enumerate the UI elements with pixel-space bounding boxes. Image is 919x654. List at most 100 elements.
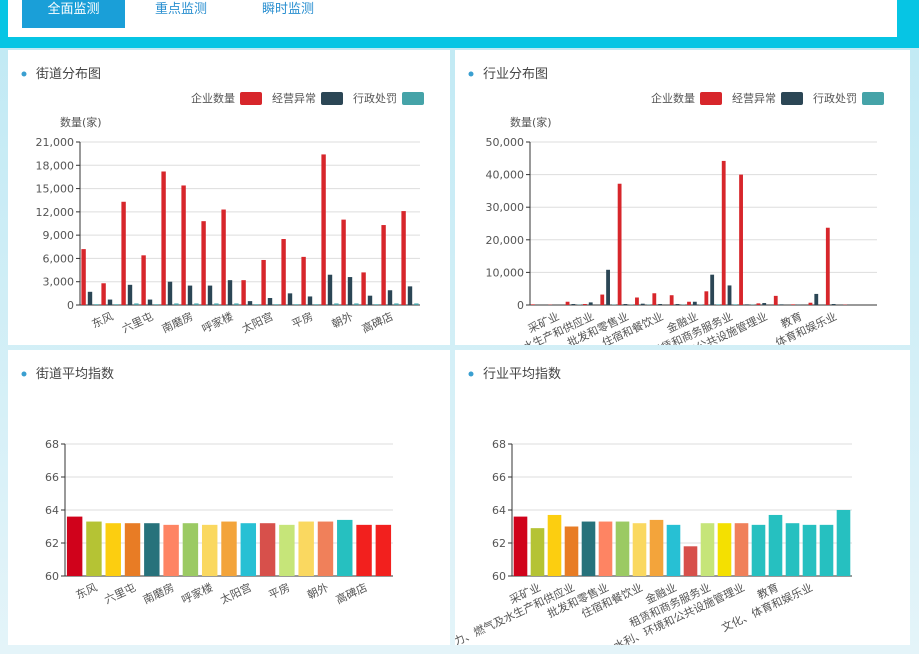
y-tick-label: 20,000 xyxy=(486,234,525,247)
top-bar: 全面监测 重点监测 瞬时监测 xyxy=(0,0,919,48)
bar xyxy=(617,183,622,305)
bar xyxy=(606,269,610,305)
bar xyxy=(513,516,528,576)
bar xyxy=(831,304,836,305)
bar xyxy=(207,285,213,305)
bar xyxy=(704,291,709,305)
bar xyxy=(717,523,732,576)
bar xyxy=(144,523,160,576)
legend-label: 经营异常 xyxy=(272,91,316,105)
y-tick-label: 6,000 xyxy=(43,252,75,265)
bar xyxy=(234,303,239,305)
chart-title: 街道平均指数 xyxy=(36,367,114,382)
bar xyxy=(401,211,406,305)
bar xyxy=(666,524,681,576)
bar xyxy=(721,160,726,305)
panel: 行业平均指数 60 62 64 66 68 采矿业 电力、热力、燃气及水生产和供应业 批发和零售… xyxy=(411,350,910,654)
y-tick-label: 21,000 xyxy=(36,136,75,149)
x-tick-label: 朝外 xyxy=(330,310,355,331)
bar xyxy=(334,303,339,305)
legend-swatch xyxy=(700,92,722,105)
panel: 街道平均指数 60 62 64 66 68 东风 六里屯 南磨房 呼家楼 太阳宫 平房 朝外 高碑店 xyxy=(8,350,450,645)
bar xyxy=(710,274,715,305)
x-tick-label: 高碑店 xyxy=(359,309,395,336)
bar xyxy=(105,523,121,576)
bar xyxy=(254,304,259,305)
chart: 行业平均指数6062646668采矿业电力、热力、燃气及水生产和供应业批发和零售… xyxy=(411,367,852,654)
chart-title: 街道分布图 xyxy=(36,67,101,82)
bar xyxy=(814,293,819,305)
bar xyxy=(598,521,613,576)
x-tick-label: 平房 xyxy=(290,310,315,331)
bar xyxy=(167,281,173,305)
x-tick-label: 东风 xyxy=(90,310,115,331)
bar xyxy=(635,297,639,305)
legend-swatch xyxy=(862,92,884,105)
tab[interactable]: 重点监测 xyxy=(154,2,207,17)
bar xyxy=(214,303,219,305)
chart: 行业分布图 0 10,000 20,000 30,000 40,000 50,000 数量(家… xyxy=(431,67,884,396)
bar xyxy=(87,291,93,305)
bar xyxy=(294,304,299,305)
bar xyxy=(314,304,319,305)
bar xyxy=(530,304,535,305)
bar xyxy=(134,303,139,305)
bar xyxy=(341,219,346,305)
x-tick-label: 南磨房 xyxy=(141,581,176,607)
bar xyxy=(259,523,276,576)
bar xyxy=(94,304,99,305)
tab[interactable]: 全面监测 xyxy=(22,0,125,28)
bar xyxy=(174,303,179,305)
bar xyxy=(700,523,715,576)
bar xyxy=(687,301,691,305)
bar xyxy=(615,521,630,576)
y-tick-label: 62 xyxy=(45,537,59,550)
y-tick-label: 60 xyxy=(45,570,59,583)
bar xyxy=(414,303,419,305)
bar xyxy=(337,519,353,576)
y-tick-label: 40,000 xyxy=(486,169,525,182)
bar xyxy=(588,302,593,305)
y-tick-label: 30,000 xyxy=(486,201,525,214)
tab[interactable]: 瞬时监测 xyxy=(261,2,314,17)
bar xyxy=(301,256,306,305)
bar xyxy=(194,303,199,305)
y-axis-label: 数量(家) xyxy=(60,115,102,129)
bar xyxy=(101,283,106,305)
y-tick-label: 15,000 xyxy=(36,183,75,196)
y-tick-label: 0 xyxy=(67,299,74,312)
bar xyxy=(66,516,83,576)
title-dot xyxy=(21,371,27,377)
bar xyxy=(287,293,293,305)
bar xyxy=(785,523,800,576)
bar xyxy=(317,521,334,576)
bar xyxy=(374,304,379,305)
bar xyxy=(267,298,273,305)
y-tick-label: 10,000 xyxy=(486,266,525,279)
y-tick-label: 64 xyxy=(45,504,59,517)
bar xyxy=(354,303,359,305)
bar xyxy=(756,303,761,305)
y-tick-label: 66 xyxy=(45,471,59,484)
bar xyxy=(114,304,119,305)
legend-label: 企业数量 xyxy=(191,91,235,105)
bar xyxy=(658,304,663,305)
legend-label: 行政处罚 xyxy=(813,91,857,105)
bar xyxy=(582,304,587,305)
bar xyxy=(779,304,784,305)
x-tick-label: 平房 xyxy=(267,581,292,602)
bar xyxy=(387,290,393,305)
chart: 街道分布图 0 3,000 6,000 9,000 12,000 15,000 18,000 2… xyxy=(21,67,424,336)
bar xyxy=(819,524,834,576)
y-tick-label: 3,000 xyxy=(43,276,75,289)
tab-bar: 全面监测 重点监测 瞬时监测 xyxy=(8,0,897,37)
legend-swatch xyxy=(781,92,803,105)
bar xyxy=(279,524,295,576)
y-tick-label: 60 xyxy=(492,570,506,583)
bar xyxy=(247,301,253,305)
bar xyxy=(836,510,851,576)
bar xyxy=(565,301,570,305)
x-tick-label: 南磨房 xyxy=(160,310,195,336)
bar xyxy=(733,304,738,305)
